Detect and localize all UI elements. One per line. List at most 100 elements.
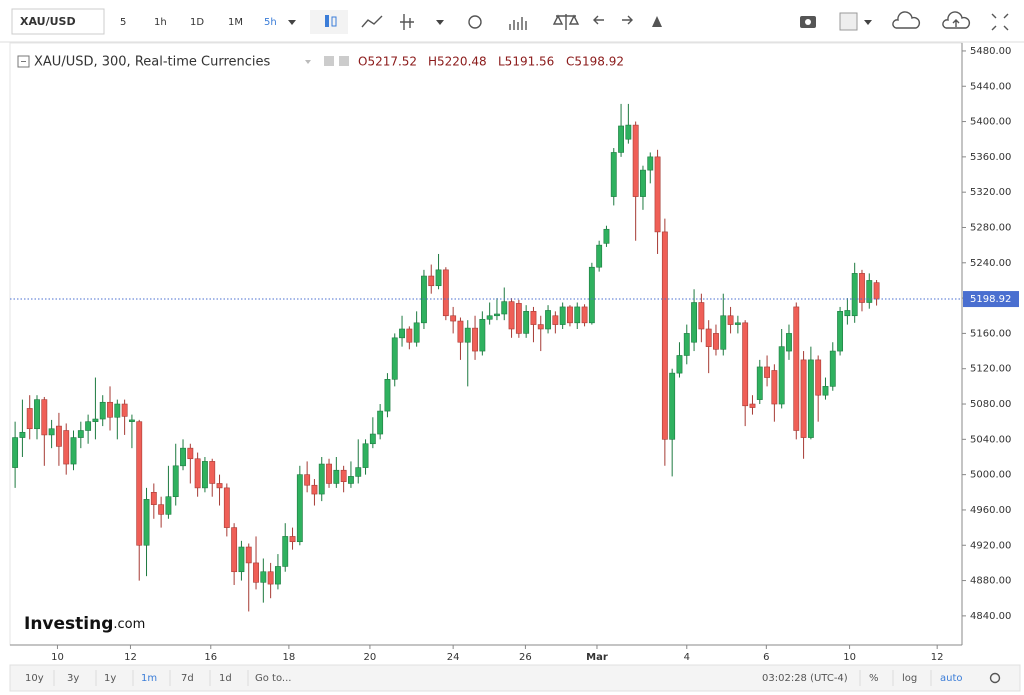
cloud-save-icon[interactable] (942, 11, 971, 29)
compare-icon[interactable] (552, 14, 580, 30)
candle-body (406, 328, 413, 343)
candle-body (625, 124, 632, 140)
candle-body (114, 403, 121, 418)
candle-body (150, 491, 157, 505)
candle-body (457, 320, 464, 343)
legend-dropdown[interactable] (305, 60, 311, 64)
range-button[interactable]: 7d (181, 673, 194, 684)
interval-button[interactable]: 5h (264, 17, 277, 28)
candle-body (136, 421, 143, 546)
interval-dropdown[interactable] (288, 20, 296, 25)
color-icon[interactable] (839, 12, 858, 31)
legend-icon[interactable] (339, 56, 349, 66)
y-tick-label: 5440.00 (970, 81, 1011, 92)
dropdown-icon[interactable] (864, 20, 872, 25)
candle-body (793, 306, 800, 431)
collapse-icon[interactable] (17, 55, 30, 68)
candle-body (92, 418, 99, 422)
option-button[interactable]: % (869, 673, 879, 684)
candle-body (99, 401, 106, 420)
candle-body (778, 346, 785, 405)
candle-body (530, 311, 537, 325)
x-tick-label: 18 (283, 652, 296, 663)
candle-body (654, 156, 661, 233)
option-button[interactable]: log (902, 673, 917, 684)
studies-icon[interactable] (509, 17, 527, 30)
y-tick-label: 5040.00 (970, 434, 1011, 445)
candle-body (19, 431, 26, 438)
line-icon[interactable] (361, 15, 383, 28)
candle-body (588, 266, 595, 324)
legend-icon[interactable] (324, 56, 334, 66)
candle-body (683, 333, 690, 356)
candle-body (311, 484, 318, 495)
interval-button[interactable]: 5 (120, 17, 126, 28)
candle-body (698, 302, 705, 330)
candle-body (640, 169, 646, 197)
candle-body (26, 408, 33, 430)
range-button[interactable]: 10y (25, 673, 44, 684)
symbol-box[interactable] (11, 8, 105, 35)
candle-body (515, 303, 522, 334)
range-button[interactable]: 1d (219, 673, 232, 684)
interval-button[interactable]: 1D (190, 17, 204, 28)
candle-body (581, 306, 588, 324)
candle-body (494, 313, 500, 317)
goto-button[interactable]: Go to... (255, 673, 291, 684)
candle-body (355, 467, 362, 477)
settings-icon[interactable] (468, 15, 482, 29)
candle-body (523, 311, 530, 334)
bottom-items: 10y 3y 1y 1m 7d 1d Go to... 03:02:28 (UTC-4)% lo… (25, 670, 963, 686)
bottom-bar (9, 664, 1021, 692)
y-tick-label: 5280.00 (970, 222, 1011, 233)
range-button[interactable]: 1m (141, 673, 157, 684)
candle-body (391, 337, 398, 380)
candle-body (771, 370, 778, 405)
candle-body (545, 310, 551, 330)
x-tick-label: 24 (447, 652, 460, 663)
candle-body (742, 322, 749, 407)
undo-icon[interactable] (593, 15, 604, 25)
range-button[interactable]: 3y (67, 673, 79, 684)
candle-body (567, 306, 573, 324)
x-tick-label: 20 (364, 652, 377, 663)
candle-body (472, 327, 478, 352)
redo-icon[interactable] (622, 15, 633, 25)
candle-body (413, 322, 420, 343)
candle-body (143, 499, 150, 546)
candle-body (559, 306, 566, 325)
x-tick-label: 10 (843, 652, 856, 663)
symbol[interactable]: XAU/USD (20, 15, 76, 28)
y-tick-label: 4920.00 (970, 540, 1011, 551)
candle-body (77, 430, 84, 438)
range-button[interactable]: 1y (104, 673, 116, 684)
candle-body (165, 496, 172, 515)
candle-body (326, 463, 332, 484)
alert-icon[interactable] (652, 16, 662, 27)
indicator-icon[interactable] (400, 14, 414, 30)
dropdown-icon[interactable] (436, 20, 444, 25)
candle-body (501, 301, 508, 315)
bottom-settings-icon[interactable] (989, 672, 1001, 684)
candle-body (362, 443, 369, 468)
option-button[interactable]: auto (940, 673, 963, 684)
y-tick-label: 5360.00 (970, 152, 1011, 163)
plot-area (9, 42, 963, 646)
candle-body (464, 327, 471, 343)
legend-value: L5191.56 (498, 55, 554, 69)
candle-body (348, 476, 354, 484)
candle-body (691, 302, 697, 343)
candle-body (201, 461, 208, 489)
candle-body (727, 315, 734, 325)
fullscreen-icon[interactable] (991, 13, 1009, 31)
candle-body (815, 359, 822, 396)
candle-body (245, 546, 252, 564)
candle-body (428, 275, 435, 287)
interval-button[interactable]: 1M (228, 17, 243, 28)
candle-body (837, 311, 844, 352)
interval-button[interactable]: 1h (154, 17, 167, 28)
legend-value: C5198.92 (566, 55, 624, 69)
candle-body (574, 306, 581, 324)
cloud-load-icon[interactable] (892, 11, 921, 29)
candle-body (829, 350, 836, 387)
